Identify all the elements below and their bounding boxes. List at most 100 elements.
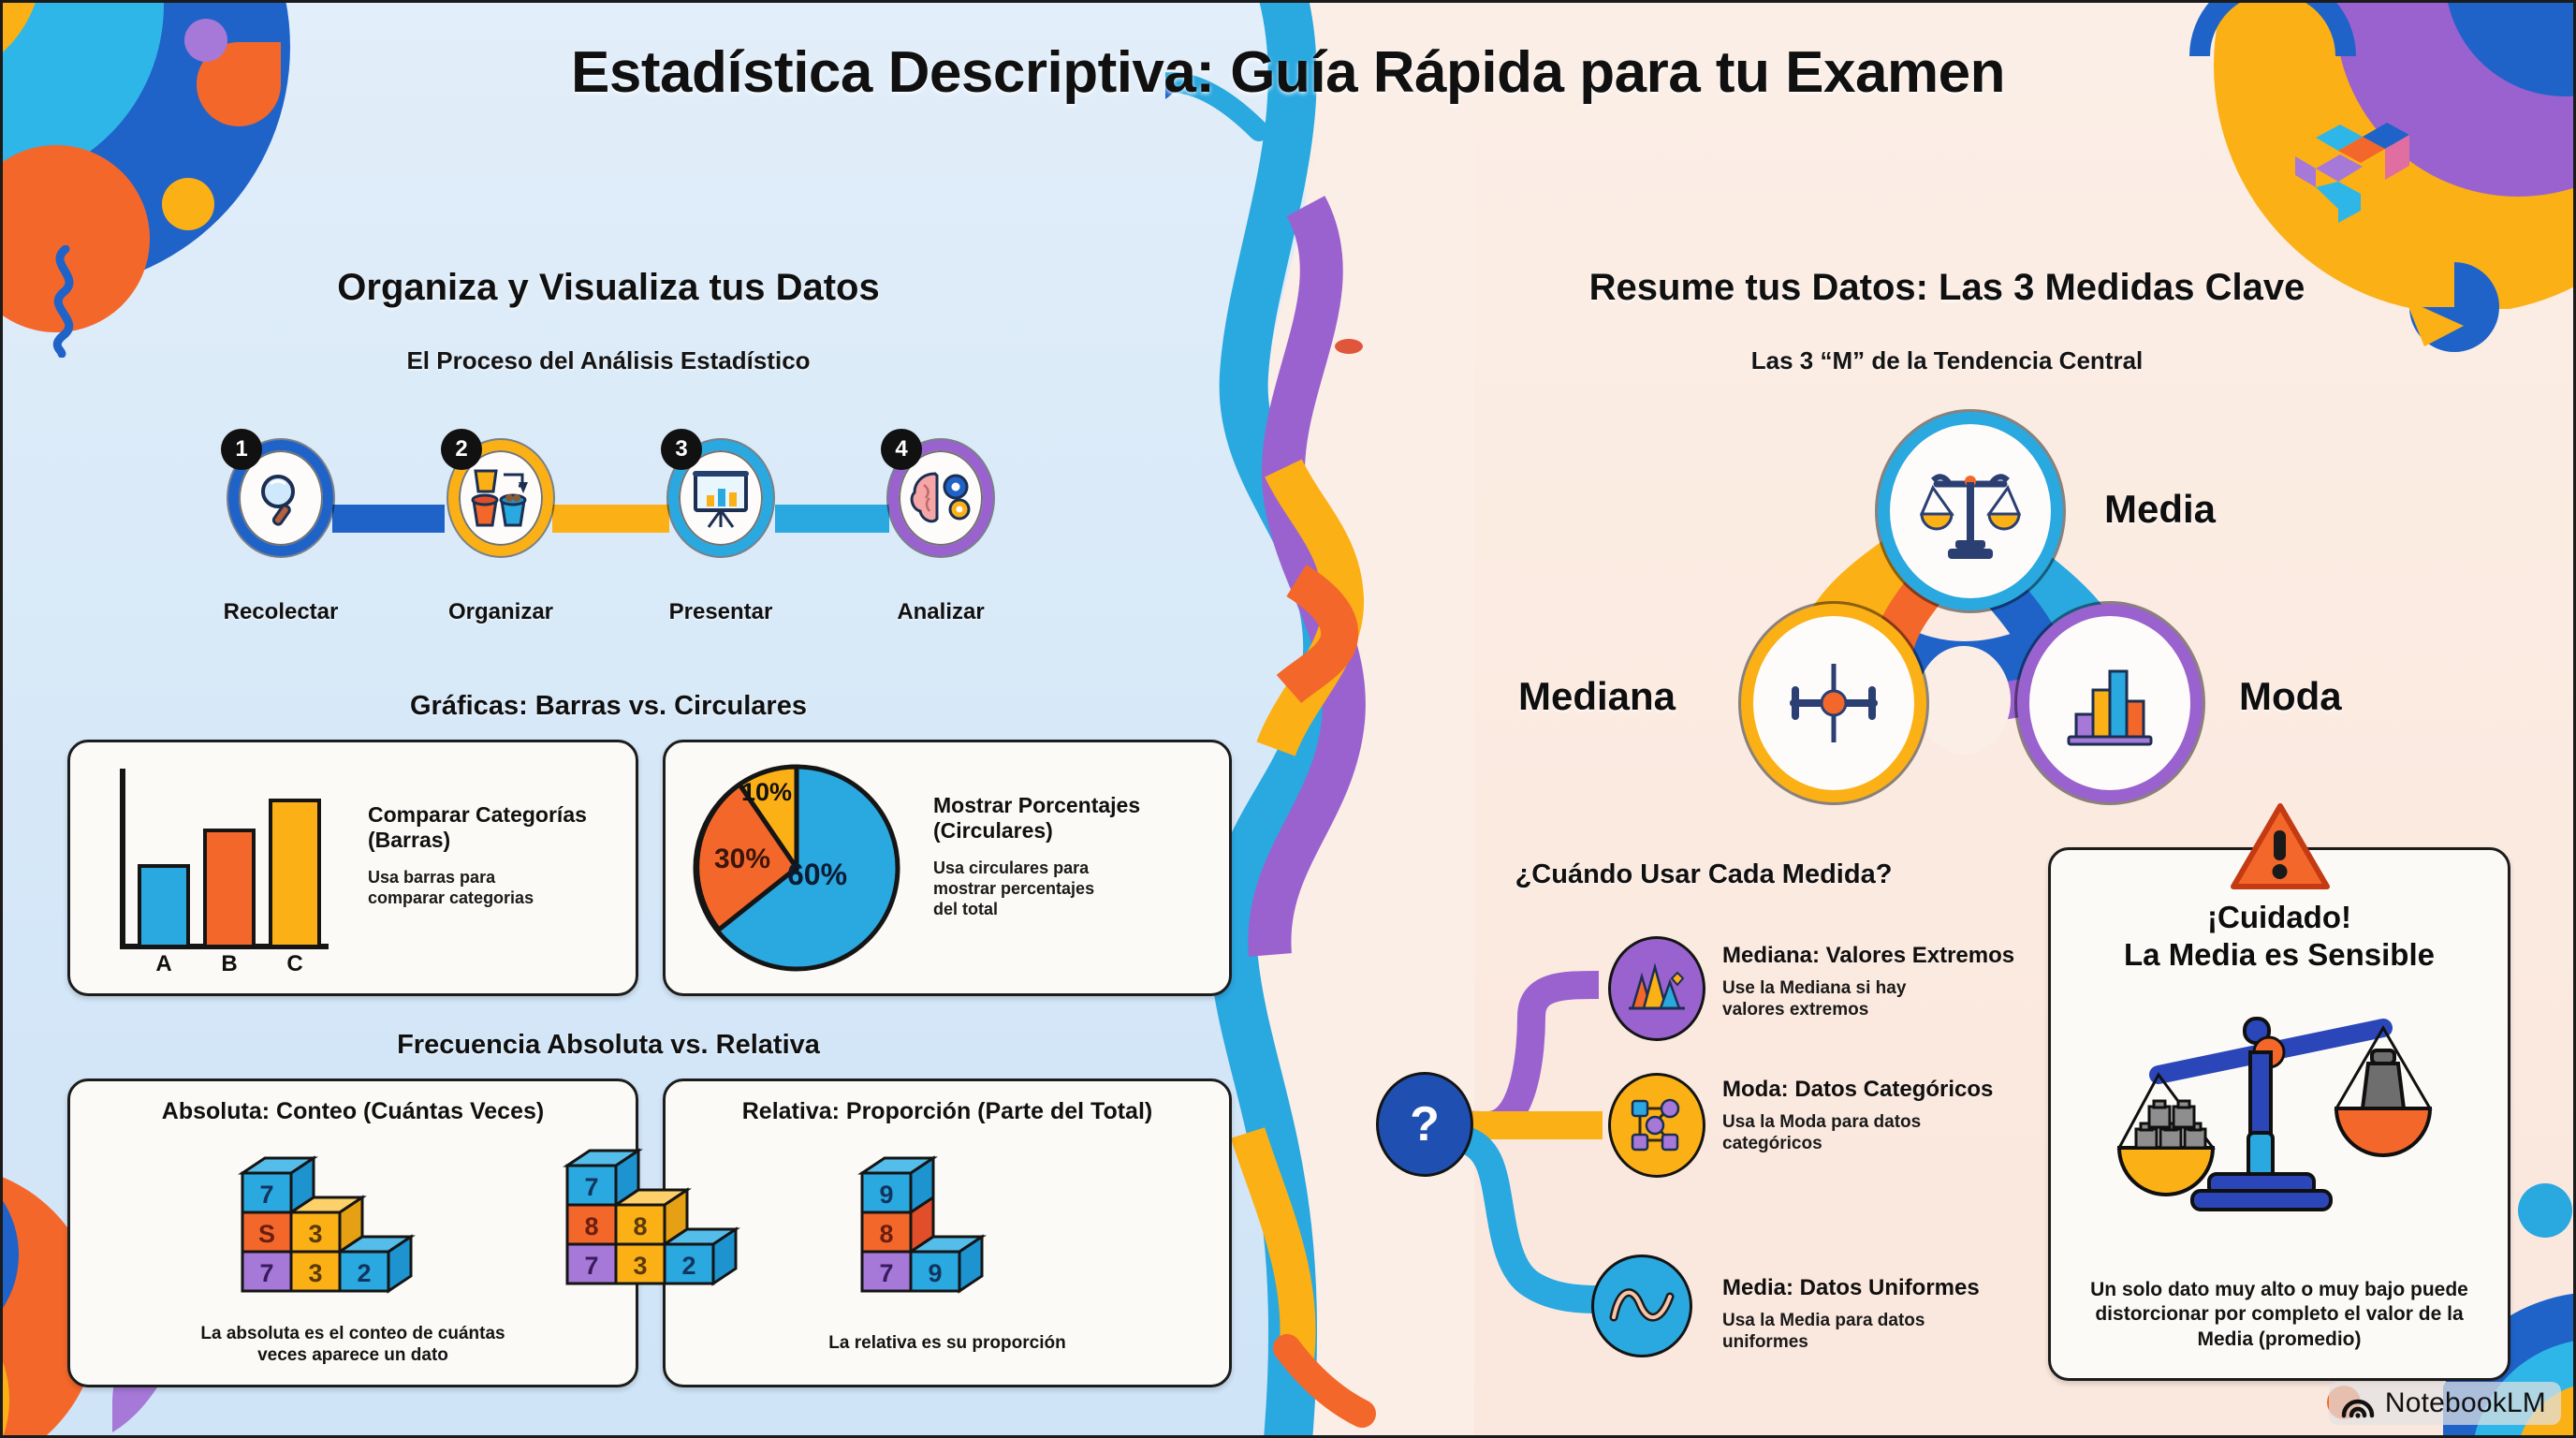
bar-card-desc-2: comparar categorias: [368, 888, 534, 907]
svg-text:10%: 10%: [741, 778, 792, 806]
left-heading: Organiza y Visualiza tus Datos: [337, 267, 880, 308]
page-title: Estadística Descriptiva: Guía Rápida par…: [571, 40, 2005, 105]
warning-note-3: Media (promedio): [2197, 1328, 2362, 1350]
process-subheading: El Proceso del Análisis Estadístico: [406, 346, 811, 374]
decision-desc-media-1: Usa la Media para datos: [1722, 1311, 1925, 1330]
magnifier-icon: [261, 475, 295, 526]
process-step-2[interactable]: 2: [441, 429, 553, 556]
decision-title-media: Media: Datos Uniformes: [1722, 1275, 1980, 1300]
decision-root-node[interactable]: ?: [1376, 1072, 1473, 1177]
trio-node-moda[interactable]: [2017, 604, 2203, 802]
trio-node-mediana[interactable]: [1741, 604, 1926, 802]
decision-desc-mediana-2: valores extremos: [1722, 1000, 1869, 1020]
process-label-1: Recolectar: [223, 599, 339, 624]
svg-text:9: 9: [928, 1259, 942, 1287]
bar-histogram-icon: [2067, 669, 2153, 746]
absolute-note-2: veces aparece un dato: [257, 1345, 448, 1366]
decision-title-mediana: Mediana: Valores Extremos: [1722, 943, 2015, 968]
relative-frequency-card: Relativa: Proporción (Parte del Total) 9…: [663, 1078, 1232, 1387]
relative-cubes-figure: 9 8 7 9: [857, 1155, 987, 1294]
pie-card-title-1: Mostrar Porcentajes: [933, 793, 1141, 817]
svg-text:7: 7: [259, 1259, 273, 1287]
decision-title-moda: Moda: Datos Categóricos: [1722, 1077, 1994, 1102]
pie-card-desc-2: mostrar percentajes: [933, 878, 1095, 898]
warning-triangle-icon: [2231, 803, 2330, 889]
svg-text:3: 3: [308, 1220, 322, 1248]
trio-label-media: Media: [2104, 487, 2217, 531]
frequency-subheading: Frecuencia Absoluta vs. Relativa: [397, 1030, 820, 1060]
right-heading: Resume tus Datos: Las 3 Medidas Clave: [1588, 267, 2305, 308]
pie-card-title-2: (Circulares): [933, 818, 1053, 844]
warning-title-1: ¡Cuidado!: [2207, 900, 2351, 934]
absolute-card-title: Absoluta: Conteo (Cuántas Veces): [161, 1098, 545, 1124]
sorting-bins-icon: [471, 469, 528, 527]
brain-gears-icon: [910, 472, 971, 523]
median-crosshair-icon: [1790, 664, 1878, 742]
presentation-chart-icon: [693, 471, 749, 528]
svg-text:B: B: [221, 951, 237, 976]
process-badge-2: 2: [441, 429, 482, 470]
decision-desc-moda-2: categóricos: [1722, 1134, 1822, 1154]
notebooklm-icon: [2341, 1399, 2375, 1418]
svg-text:60%: 60%: [787, 858, 847, 891]
decision-desc-mediana-1: Use la Mediana si hay: [1722, 978, 1907, 998]
pie-chart-figure: 10% 30% 60%: [693, 764, 900, 972]
pie-card-desc-1: Usa circulares para: [933, 858, 1090, 877]
svg-text:7: 7: [259, 1181, 273, 1209]
notebooklm-watermark: NotebookLM: [2328, 1382, 2561, 1425]
process-badge-1: 1: [221, 429, 262, 470]
decision-node-moda[interactable]: [1608, 1073, 1705, 1178]
tilted-balance-icon: [2116, 1017, 2433, 1211]
svg-text:7: 7: [879, 1259, 893, 1287]
svg-text:30%: 30%: [714, 844, 770, 874]
svg-text:A: A: [155, 951, 171, 976]
decision-desc-media-2: uniformes: [1722, 1332, 1808, 1353]
process-badge-4: 4: [881, 429, 922, 470]
balance-scale-icon: [1920, 474, 2021, 559]
trio-node-media[interactable]: [1878, 412, 2063, 610]
charts-subheading: Gráficas: Barras vs. Circulares: [410, 691, 807, 721]
relative-card-title: Relativa: Proporción (Parte del Total): [741, 1098, 1153, 1124]
svg-text:8: 8: [879, 1220, 893, 1248]
pie-chart-card: 10% 30% 60% Mostrar Porcentajes (Circula…: [663, 740, 1232, 996]
svg-text:9: 9: [879, 1181, 893, 1209]
decision-node-media[interactable]: [1591, 1255, 1692, 1357]
absolute-note-1: La absoluta es el conteo de cuántas: [200, 1324, 505, 1343]
absolute-frequency-card: Absoluta: Conteo (Cuántas Veces) 7 S 3: [67, 1078, 638, 1387]
bar-card-desc-1: Usa barras para: [368, 868, 496, 887]
process-step-3[interactable]: 3: [661, 429, 773, 556]
warning-note-1: Un solo dato muy alto o muy bajo puede: [2090, 1278, 2468, 1300]
process-label-2: Organizar: [447, 599, 554, 624]
decision-node-mediana[interactable]: [1608, 936, 1705, 1041]
process-step-4[interactable]: 4: [881, 429, 993, 556]
svg-text:2: 2: [357, 1259, 371, 1287]
decision-desc-moda-1: Usa la Moda para datos: [1722, 1112, 1922, 1132]
warning-note-2: distorcionar por completo el valor de la: [2095, 1303, 2464, 1326]
bar-card-title-1: Comparar Categorías: [368, 802, 587, 827]
warning-title-2: La Media es Sensible: [2124, 936, 2435, 972]
process-label-4: Analizar: [897, 599, 985, 624]
network-nodes-icon: [1631, 1098, 1680, 1152]
pie-card-desc-3: del total: [933, 899, 999, 918]
relative-note: La relativa es su proporción: [828, 1333, 1066, 1353]
trio-label-mediana: Mediana: [1518, 674, 1676, 718]
process-badge-3: 3: [661, 429, 702, 470]
warning-card: ¡Cuidado! La Media es Sensible: [2048, 847, 2510, 1381]
svg-text:S: S: [258, 1220, 275, 1248]
notebooklm-label: NotebookLM: [2384, 1387, 2546, 1418]
sine-wave-icon: [1609, 1288, 1675, 1322]
process-label-3: Presentar: [668, 599, 773, 624]
svg-text:?: ?: [1410, 1097, 1440, 1152]
svg-text:3: 3: [308, 1259, 322, 1287]
svg-text:C: C: [286, 951, 302, 976]
bar-card-title-2: (Barras): [368, 828, 451, 853]
trio-label-moda: Moda: [2239, 674, 2342, 718]
peaks-icon: [1629, 962, 1685, 1010]
process-step-1[interactable]: 1: [221, 429, 333, 556]
bar-chart-card: A B C Comparar Categorías (Barras) Usa b…: [67, 740, 638, 996]
trio-subheading: Las 3 “M” de la Tendencia Central: [1750, 346, 2144, 374]
bar-chart-figure: A B C: [120, 769, 329, 976]
decision-subheading: ¿Cuándo Usar Cada Medida?: [1515, 859, 1893, 889]
absolute-cubes-figure: 7 S 3 7 3 2: [238, 1155, 416, 1294]
